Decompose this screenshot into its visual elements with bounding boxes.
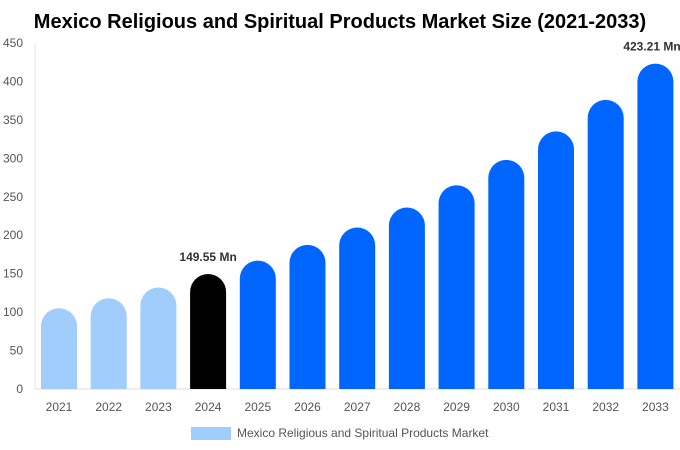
bar-2021[interactable] xyxy=(41,308,77,389)
data-label: 423.21 Mn xyxy=(623,40,680,54)
legend-swatch xyxy=(191,427,231,440)
y-tick-label: 150 xyxy=(3,267,23,281)
bar-2030[interactable] xyxy=(488,159,525,389)
y-tick-label: 200 xyxy=(3,228,23,242)
bar-2033[interactable] xyxy=(637,63,674,389)
y-tick-label: 0 xyxy=(16,382,23,396)
x-tick-label: 2028 xyxy=(394,400,421,414)
y-tick-label: 300 xyxy=(3,151,23,165)
bar-2029[interactable] xyxy=(438,185,475,389)
bar-2024[interactable] xyxy=(190,274,227,389)
x-tick-label: 2030 xyxy=(493,400,520,414)
bar-2022[interactable] xyxy=(90,298,127,389)
x-tick-label: 2033 xyxy=(642,400,669,414)
x-tick-label: 2021 xyxy=(46,400,73,414)
bar-2028[interactable] xyxy=(388,207,425,389)
y-tick-label: 250 xyxy=(3,190,23,204)
y-tick-label: 450 xyxy=(3,36,23,50)
y-tick-label: 350 xyxy=(3,113,23,127)
x-tick-label: 2024 xyxy=(195,400,222,414)
bars xyxy=(41,63,674,390)
data-labels: 149.55 Mn 423.21 Mn xyxy=(179,40,680,264)
bar-2031[interactable] xyxy=(538,131,574,389)
bar-2026[interactable] xyxy=(289,244,326,389)
x-tick-label: 2032 xyxy=(592,400,619,414)
y-tick-label: 50 xyxy=(10,344,24,358)
x-tick-label: 2026 xyxy=(294,400,321,414)
x-tick-label: 2029 xyxy=(443,400,470,414)
legend[interactable]: Mexico Religious and Spiritual Products … xyxy=(191,426,489,440)
x-tick-label: 2023 xyxy=(145,400,172,414)
chart-title: Mexico Religious and Spiritual Products … xyxy=(34,11,646,33)
x-tick-label: 2025 xyxy=(244,400,271,414)
bar-2023[interactable] xyxy=(140,287,177,389)
data-label: 149.55 Mn xyxy=(179,250,236,264)
y-axis: 0 50 100 150 200 250 300 350 400 450 xyxy=(3,36,23,396)
bar-2025[interactable] xyxy=(239,260,276,389)
y-tick-label: 400 xyxy=(3,74,23,88)
x-axis: 2021 2022 2023 2024 2025 2026 2027 2028 2029 2030… xyxy=(46,400,669,414)
x-tick-label: 2031 xyxy=(543,400,570,414)
bar-2032[interactable] xyxy=(587,99,624,390)
x-tick-label: 2027 xyxy=(344,400,371,414)
legend-label: Mexico Religious and Spiritual Products … xyxy=(237,426,489,440)
x-tick-label: 2022 xyxy=(95,400,122,414)
y-tick-label: 100 xyxy=(3,305,23,319)
bar-2027[interactable] xyxy=(339,227,376,389)
